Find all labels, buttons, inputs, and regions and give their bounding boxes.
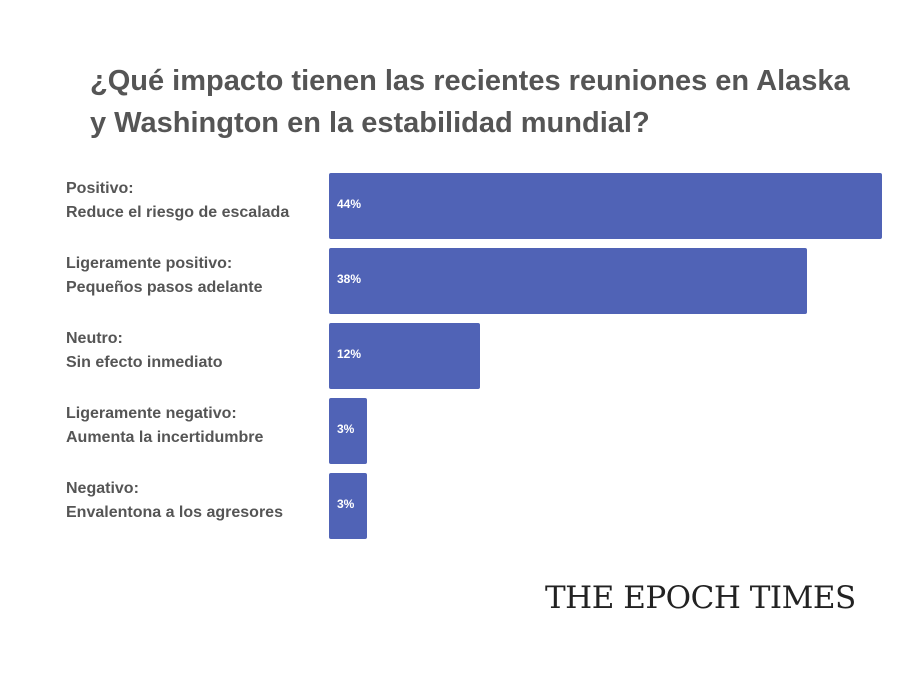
category-name: Ligeramente negativo: <box>66 405 237 422</box>
category-description: Aumenta la incertidumbre <box>66 429 264 446</box>
bar-value-label: 38% <box>337 272 362 286</box>
category-label: Positivo: Reduce el riesgo de escalada <box>66 177 326 225</box>
category-label: Negativo: Envalentona a los agresores <box>66 477 326 525</box>
chart-title: ¿Qué impacto tienen las recientes reunio… <box>90 65 850 139</box>
bar: 3% <box>329 473 367 539</box>
bar: 3% <box>329 398 367 464</box>
bar-value-label: 3% <box>337 497 355 511</box>
bar: 12% <box>329 323 480 389</box>
category-description: Reduce el riesgo de escalada <box>66 204 290 221</box>
category-description: Sin efecto inmediato <box>66 354 223 371</box>
category-name: Ligeramente positivo: <box>66 255 233 272</box>
category-name: Neutro: <box>66 330 123 347</box>
brand-logo: THE EPOCH TIMES <box>545 580 856 616</box>
category-description: Pequeños pasos adelante <box>66 279 263 296</box>
bar-value-label: 12% <box>337 347 362 361</box>
bar-value-label: 3% <box>337 422 355 436</box>
bar: 44% <box>329 173 882 239</box>
category-name: Positivo: <box>66 180 134 197</box>
bar-value-label: 44% <box>337 197 362 211</box>
category-description: Envalentona a los agresores <box>66 504 283 521</box>
bar: 38% <box>329 248 807 314</box>
category-label: Ligeramente positivo: Pequeños pasos adel… <box>66 252 326 300</box>
category-name: Negativo: <box>66 480 139 497</box>
category-label: Neutro: Sin efecto inmediato <box>66 327 326 375</box>
category-label: Ligeramente negativo: Aumenta la incertid… <box>66 402 326 450</box>
